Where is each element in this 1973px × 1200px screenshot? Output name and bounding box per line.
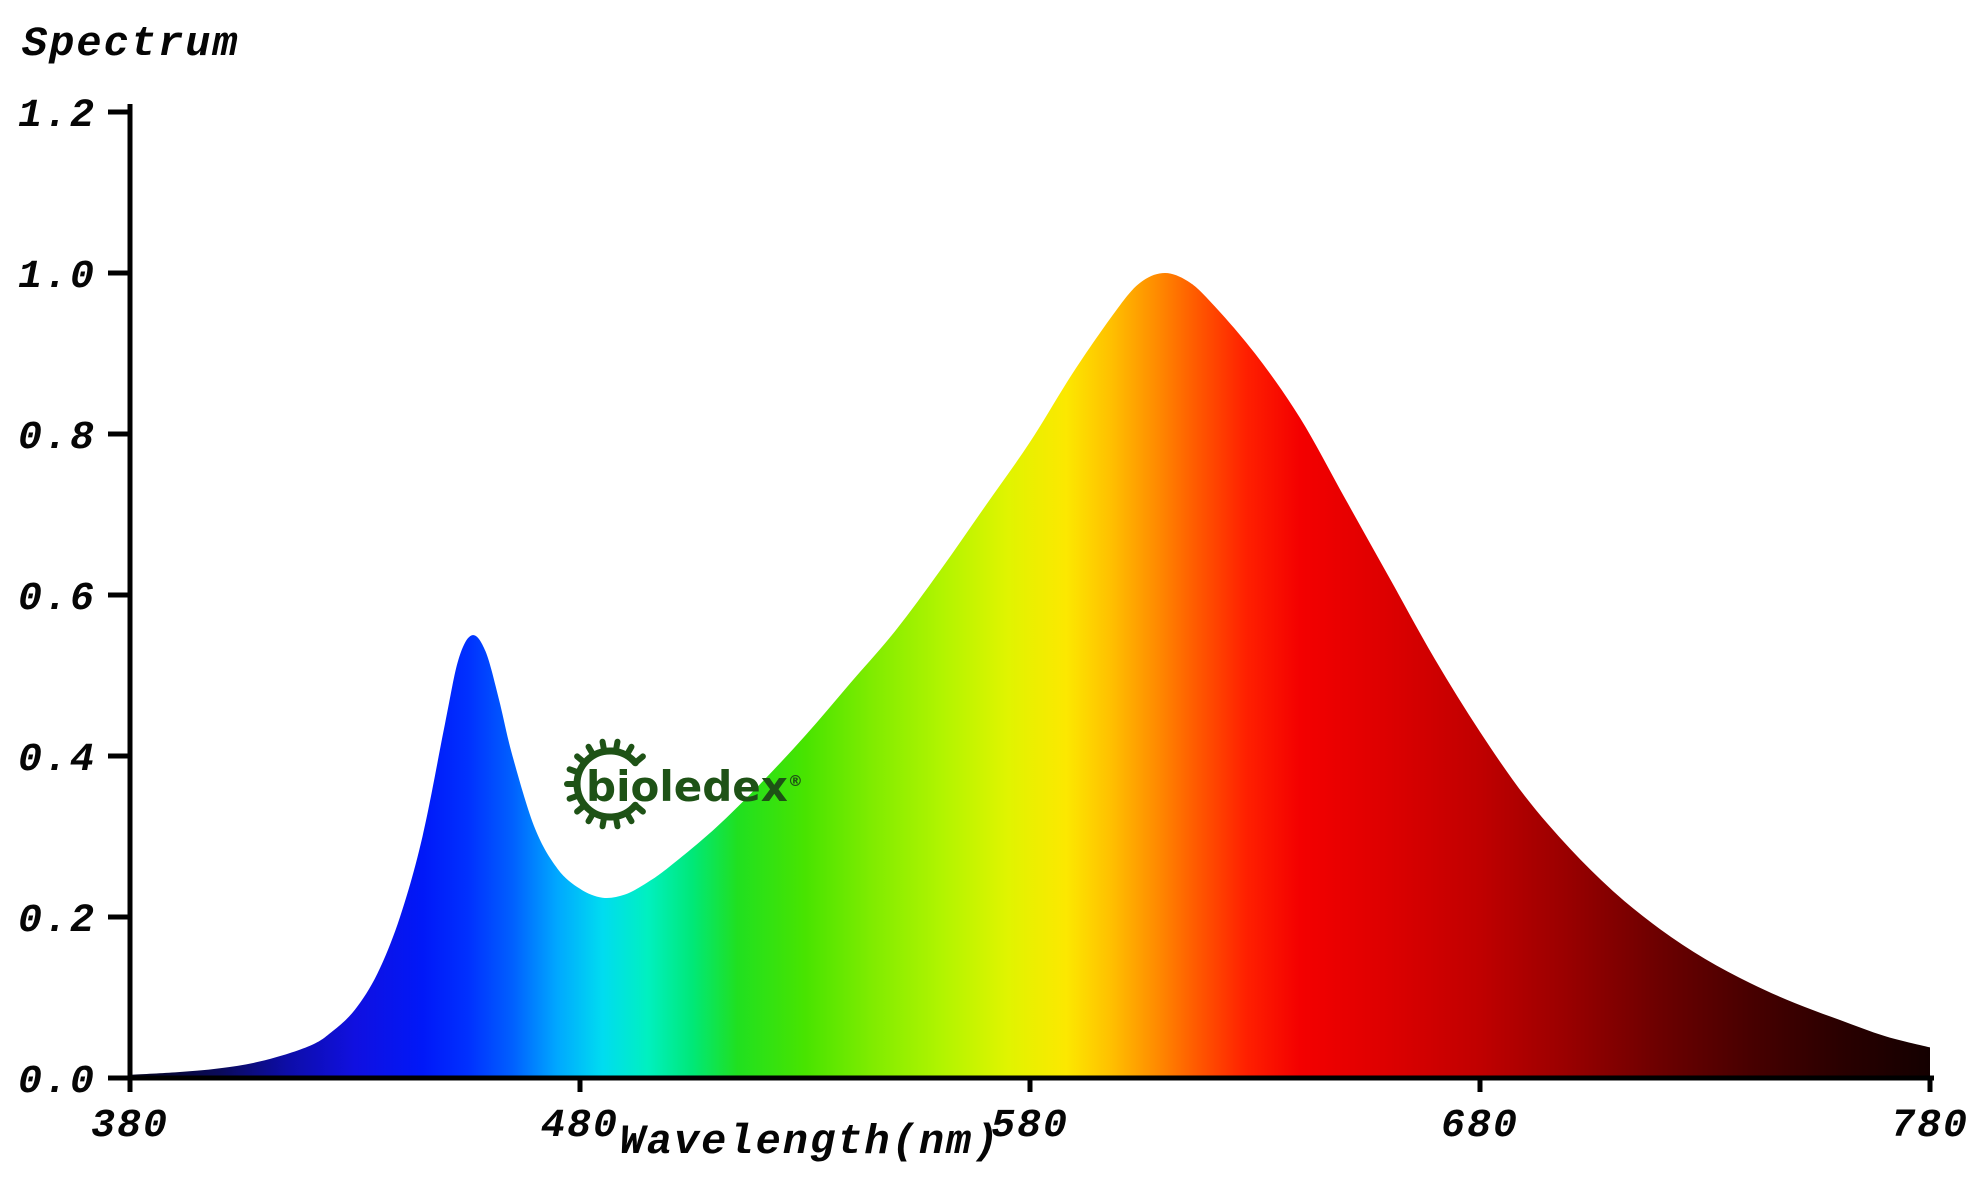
x-tick-label: 680 — [1441, 1104, 1519, 1149]
watermark: bioledex® — [560, 734, 860, 840]
x-tick-label: 780 — [1891, 1104, 1969, 1149]
x-axis-label: Wavelength(nm) — [619, 1118, 1001, 1166]
y-tick-label: 0.0 — [18, 1060, 96, 1105]
y-tick-label: 0.8 — [18, 416, 96, 461]
watermark-text: bioledex — [586, 762, 788, 811]
spectrum-area — [130, 273, 1930, 1078]
x-tick-label: 480 — [541, 1104, 619, 1149]
registered-mark-icon: ® — [787, 772, 803, 790]
chart-title: Spectrum — [22, 20, 240, 68]
watermark-wordmark: bioledex® — [586, 762, 803, 811]
y-tick-label: 0.4 — [18, 738, 96, 783]
y-tick-label: 1.2 — [18, 94, 96, 139]
x-tick-label: 380 — [91, 1104, 169, 1149]
x-tick-label: 580 — [991, 1104, 1069, 1149]
gear-icon — [564, 738, 646, 830]
y-tick-label: 0.2 — [18, 899, 96, 944]
y-tick-label: 0.6 — [18, 577, 96, 622]
y-tick-label: 1.0 — [18, 255, 96, 300]
